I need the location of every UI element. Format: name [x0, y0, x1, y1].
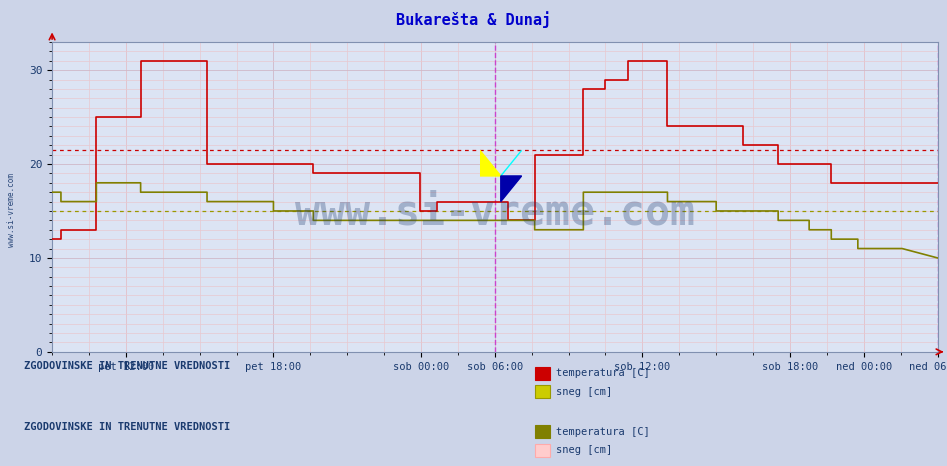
- Text: temperatura [C]: temperatura [C]: [556, 368, 650, 378]
- Polygon shape: [501, 151, 522, 176]
- Polygon shape: [480, 151, 501, 176]
- Text: www.si-vreme.com: www.si-vreme.com: [295, 192, 695, 233]
- Text: www.si-vreme.com: www.si-vreme.com: [7, 173, 16, 247]
- Text: sneg [cm]: sneg [cm]: [556, 445, 612, 455]
- Text: ZGODOVINSKE IN TRENUTNE VREDNOSTI: ZGODOVINSKE IN TRENUTNE VREDNOSTI: [24, 422, 230, 432]
- Text: temperatura [C]: temperatura [C]: [556, 426, 650, 437]
- Text: sneg [cm]: sneg [cm]: [556, 387, 612, 397]
- Text: Bukarešta & Dunaj: Bukarešta & Dunaj: [396, 12, 551, 28]
- Polygon shape: [501, 176, 522, 202]
- Text: ZGODOVINSKE IN TRENUTNE VREDNOSTI: ZGODOVINSKE IN TRENUTNE VREDNOSTI: [24, 361, 230, 371]
